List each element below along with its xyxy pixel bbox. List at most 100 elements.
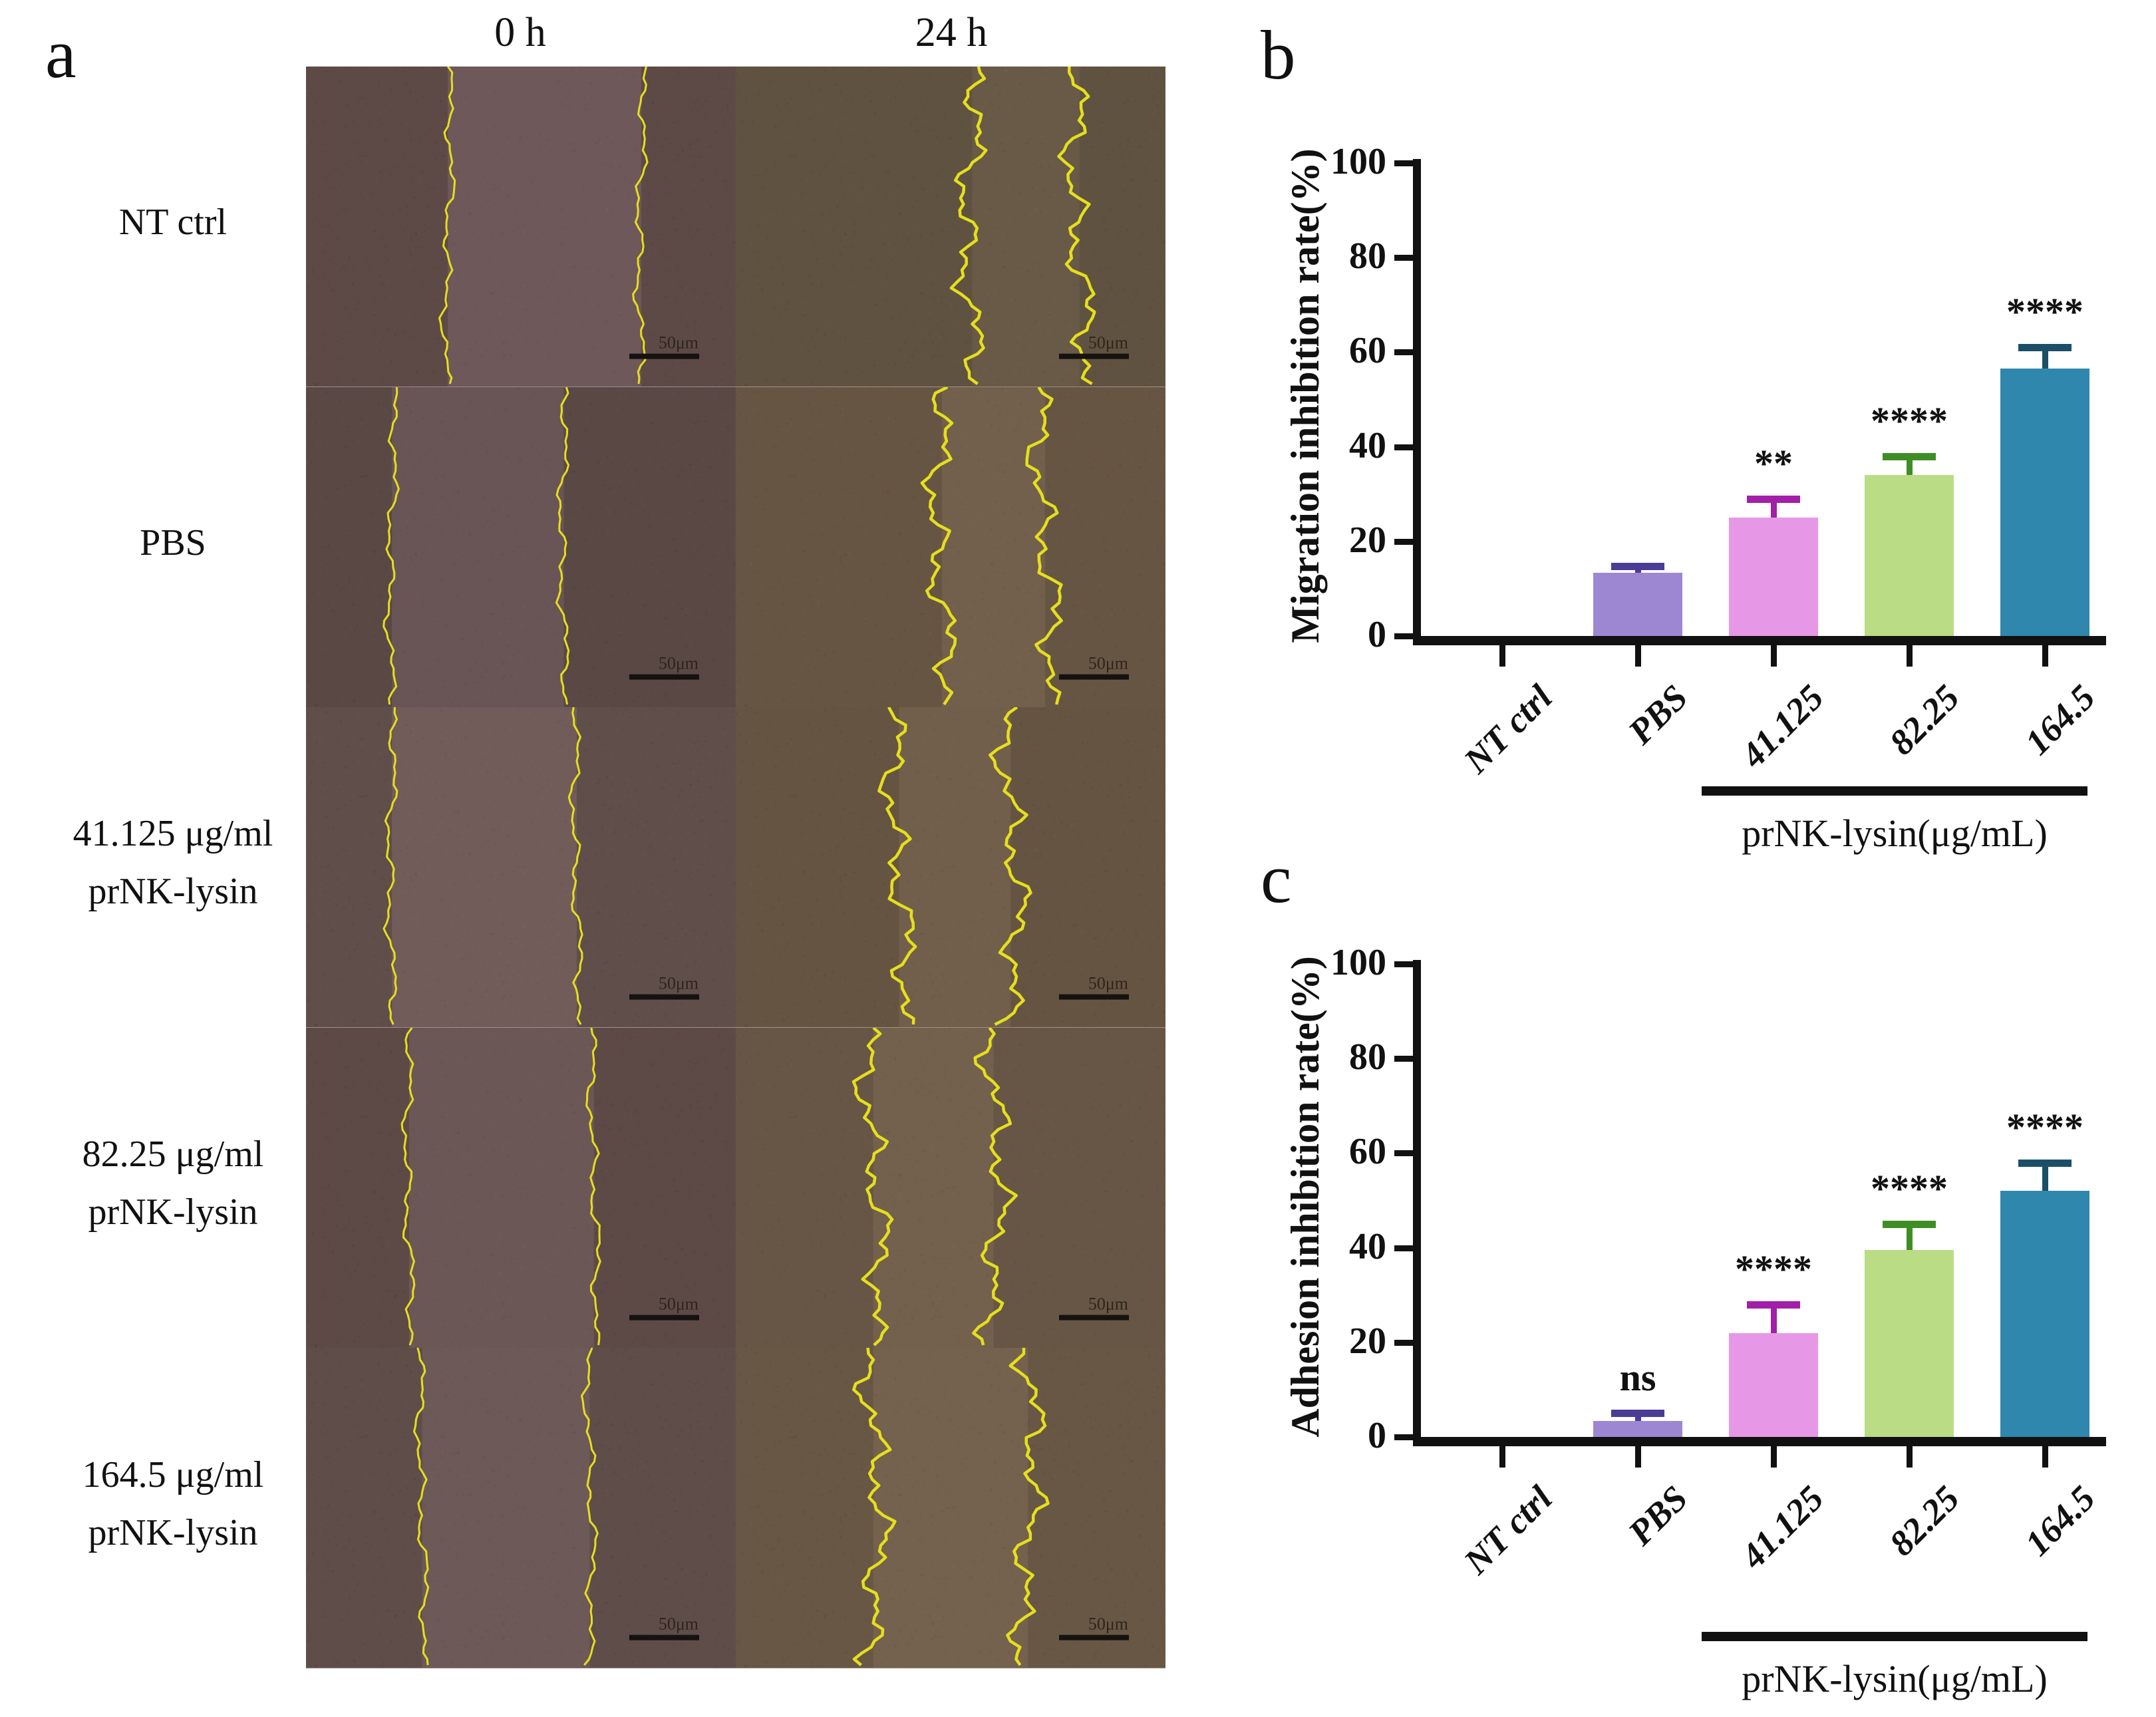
wound-edge-trace [632, 67, 649, 385]
scale-bar [1058, 1635, 1129, 1640]
bar-pbs [1593, 1420, 1682, 1437]
x-axis-line [1413, 636, 2106, 645]
micrograph-24h: 50μm [736, 387, 1165, 708]
wound-edge-trace [383, 387, 400, 704]
wound-edge-trace [580, 1348, 599, 1666]
y-axis-tick [1394, 255, 1417, 261]
wound-edge-trace [852, 1348, 897, 1667]
x-axis-tick [2042, 641, 2048, 667]
scale-bar-label: 50μm [1088, 653, 1128, 673]
wound-edge-trace [851, 1027, 894, 1346]
error-bar-cap [2018, 344, 2072, 352]
x-category-label: PBS [1620, 1478, 1696, 1553]
micrograph-0h: 50μm [306, 387, 736, 708]
error-bar-cap [1747, 495, 1800, 503]
scale-bar-label: 50μm [1088, 1294, 1128, 1313]
error-bar-line [1634, 1412, 1641, 1421]
x-axis-tick [1770, 641, 1777, 667]
wound-edge-trace [920, 387, 957, 705]
dose-group-bracket [1702, 786, 2087, 796]
micrograph-0h: 50μm [306, 1027, 736, 1348]
bar-82.25 [1865, 475, 1954, 636]
row-label-line: 82.25 μg/ml [82, 1134, 264, 1175]
bar-41.125 [1729, 518, 1818, 636]
x-axis-tick [2042, 1442, 2048, 1468]
wound-edge-trace [413, 1348, 430, 1666]
micrograph-0h: 50μm [306, 707, 736, 1028]
micrograph-24h: 50μm [736, 1348, 1165, 1668]
wound-edge-trace [1025, 387, 1063, 705]
panel-c-label: c [1261, 840, 1292, 917]
y-axis-tick-label: 80 [1349, 235, 1386, 277]
x-category-label: PBS [1620, 677, 1696, 752]
wound-edge-trace [1006, 1348, 1050, 1666]
scale-bar [629, 1635, 699, 1640]
error-bar-cap [1611, 563, 1664, 571]
tile-region [306, 1348, 736, 1668]
tile-region [306, 387, 736, 708]
micrograph-24h: 50μm [736, 1027, 1165, 1348]
row-label: NT ctrl [40, 194, 306, 251]
error-bar-cap [1747, 1301, 1800, 1309]
y-axis-tick [1394, 349, 1417, 356]
scale-bar-label: 50μm [1088, 974, 1128, 993]
y-axis-tick-label: 100 [1330, 141, 1386, 182]
scale-bar [629, 353, 699, 359]
scale-bar-label: 50μm [659, 1294, 698, 1313]
scale-bar-label: 50μm [1088, 333, 1128, 353]
wound-edge-trace [989, 707, 1032, 1026]
y-axis-tick-label: 100 [1330, 942, 1386, 983]
x-axis-tick [1906, 641, 1913, 667]
scale-bar [629, 1315, 699, 1321]
error-bar-line [2042, 1162, 2048, 1191]
y-axis-tick-label: 0 [1368, 614, 1386, 655]
wound-edge-trace [383, 707, 398, 1025]
y-axis-tick [1394, 961, 1417, 967]
row-label: 82.25 μg/ml prNK-lysin [40, 1126, 306, 1241]
x-axis-tick [1634, 641, 1641, 667]
significance-marker: ** [1754, 441, 1793, 485]
x-axis-tick [1906, 1442, 1913, 1468]
x-axis-tick [1770, 1442, 1777, 1468]
significance-marker: ns [1619, 1355, 1656, 1399]
bar-pbs [1593, 572, 1682, 636]
y-axis-tick [1394, 160, 1417, 166]
row-label-line: 41.125 μg/ml [73, 813, 273, 854]
micrograph-24h: 50μm [736, 67, 1165, 387]
x-category-label: 164.5 [2016, 677, 2103, 763]
y-axis-tick-label: 0 [1368, 1415, 1386, 1456]
bar-164.5 [2000, 1191, 2089, 1437]
wound-edge-trace [585, 1027, 601, 1345]
y-axis-tick [1394, 538, 1417, 545]
x-category-label: 82.25 [1881, 1478, 1967, 1564]
y-axis-tick-label: 40 [1349, 424, 1386, 466]
scale-bar [1058, 994, 1129, 1000]
tile-region [306, 1027, 736, 1348]
x-category-label: 41.125 [1732, 677, 1831, 776]
wound-edge-trace [1057, 67, 1096, 385]
error-bar-cap [2018, 1159, 2072, 1167]
significance-marker: **** [2006, 290, 2083, 334]
y-axis-line [1413, 159, 1421, 640]
y-axis-tick-label: 20 [1349, 1320, 1386, 1362]
error-bar-cap [1611, 1409, 1664, 1417]
row-label-line: prNK-lysin [88, 1191, 258, 1233]
tile-region [736, 1348, 1165, 1668]
column-header-0h: 0 h [494, 10, 546, 55]
bar-164.5 [2000, 369, 2089, 636]
x-category-label: 164.5 [2016, 1478, 2103, 1564]
scale-bar-label: 50μm [659, 974, 698, 993]
tile-region [306, 707, 736, 1028]
x-category-label: NT ctrl [1456, 677, 1560, 781]
significance-marker: **** [1735, 1247, 1812, 1291]
dose-group-label: prNK-lysin(μg/mL) [1742, 1657, 2048, 1700]
row-label: PBS [40, 514, 306, 572]
error-bar-line [1770, 498, 1777, 518]
tile-region [306, 67, 736, 387]
bar-41.125 [1729, 1332, 1818, 1437]
scale-bar [1058, 1315, 1129, 1321]
y-axis-tick [1394, 1150, 1417, 1157]
y-axis-tick [1394, 1434, 1417, 1440]
micrograph-montage: 50μm 50μm 50μm 50μm 50μm 50μm 50μm 50μm 50μm 50μm [306, 67, 1165, 1668]
x-axis-line [1413, 1437, 2106, 1446]
